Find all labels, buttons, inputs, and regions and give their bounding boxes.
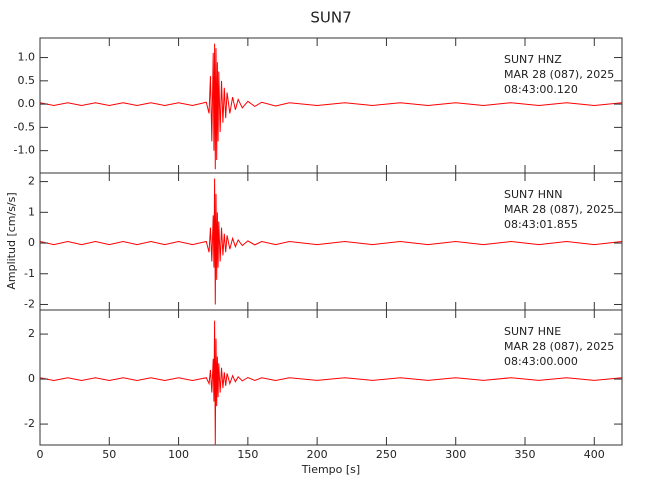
x-tick-label: 400: [584, 448, 605, 461]
x-tick-label: 150: [237, 448, 258, 461]
y-tick-label: -1: [24, 267, 35, 280]
x-tick-label: 0: [37, 448, 44, 461]
x-tick-label: 350: [515, 448, 536, 461]
trace-annotation: SUN7 HNZ: [504, 53, 562, 66]
y-tick-label: -2: [24, 297, 35, 310]
trace-annotation: MAR 28 (087), 2025: [504, 203, 614, 216]
panel-frame: [39, 309, 623, 446]
trace-annotation: MAR 28 (087), 2025: [504, 68, 614, 81]
waveform: [39, 43, 623, 170]
x-tick-label: 250: [376, 448, 397, 461]
y-axis-label: Amplitud [cm/s/s]: [5, 192, 18, 289]
x-tick-label: 200: [307, 448, 328, 461]
waveform: [39, 178, 623, 305]
waveform: [39, 320, 623, 445]
y-tick-label: 0.0: [18, 97, 36, 110]
trace-annotation: MAR 28 (087), 2025: [504, 340, 614, 353]
y-tick-label: 0: [28, 372, 35, 385]
y-tick-label: 0: [28, 236, 35, 249]
y-tick-label: 1.0: [18, 51, 36, 64]
chart-title: SUN7: [310, 9, 351, 27]
x-axis-label: Tiempo [s]: [301, 463, 360, 476]
x-tick-label: 100: [168, 448, 189, 461]
trace-annotation: SUN7 HNE: [504, 325, 561, 338]
trace-annotation: 08:43:00.000: [504, 355, 578, 368]
x-tick-label: 50: [102, 448, 116, 461]
y-tick-label: 2: [28, 327, 35, 340]
x-tick-label: 300: [445, 448, 466, 461]
y-tick-label: -2: [24, 417, 35, 430]
y-tick-label: 2: [28, 175, 35, 188]
trace-annotation: 08:43:00.120: [504, 83, 578, 96]
trace-annotation: SUN7 HNN: [504, 188, 563, 201]
y-tick-label: -1.0: [14, 144, 35, 157]
y-tick-label: 1: [28, 205, 35, 218]
y-tick-label: -0.5: [14, 120, 35, 133]
trace-annotation: 08:43:01.855: [504, 218, 578, 231]
y-tick-label: 0.5: [18, 74, 36, 87]
